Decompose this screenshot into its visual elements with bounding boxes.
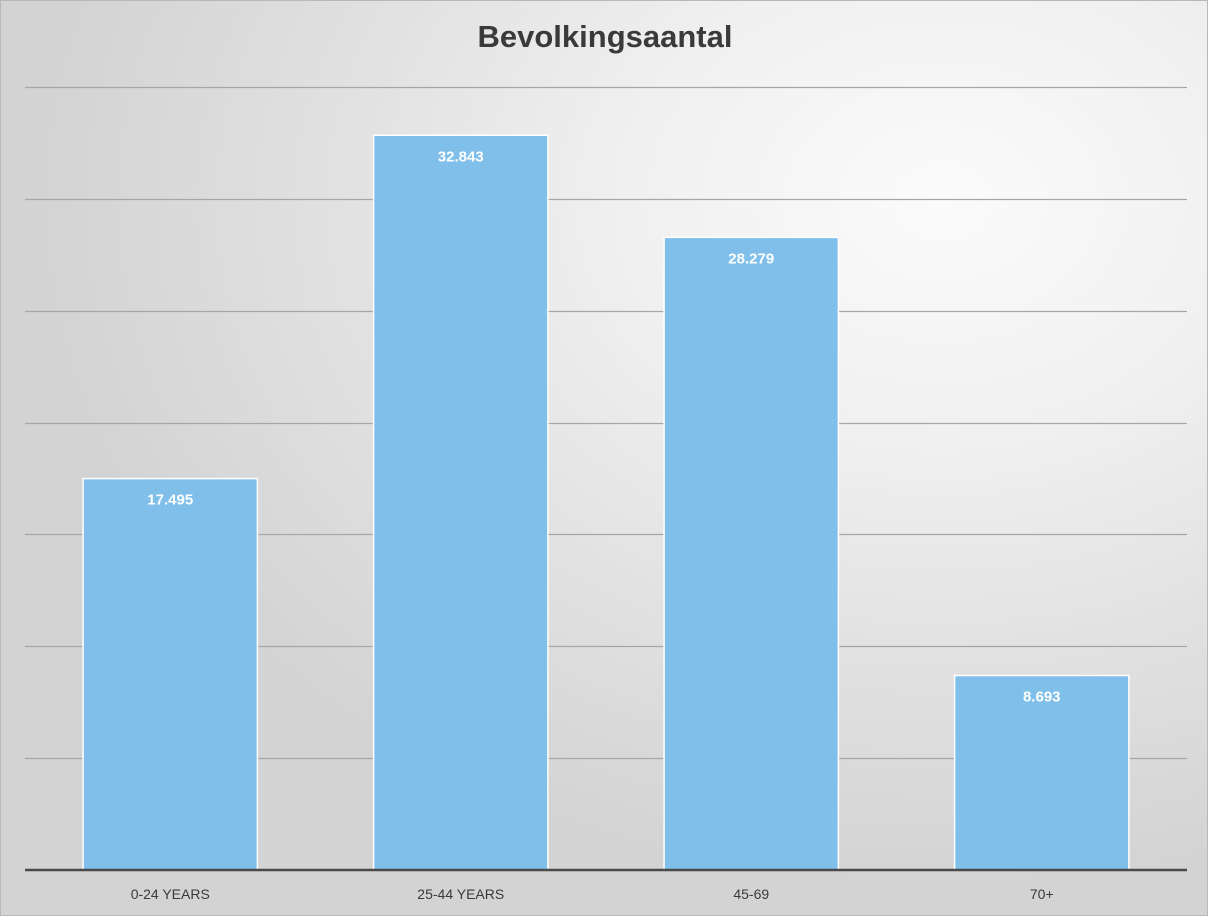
bar bbox=[82, 477, 259, 871]
bar-value-label: 28.279 bbox=[728, 250, 774, 267]
bar bbox=[372, 134, 549, 871]
x-tick-label: 45-69 bbox=[733, 886, 769, 902]
bar-value-label: 17.495 bbox=[147, 492, 193, 509]
bar bbox=[663, 236, 840, 871]
bar-value-label: 32.843 bbox=[438, 148, 484, 165]
bar bbox=[953, 674, 1130, 871]
chart-title: Bevolkingsaantal bbox=[477, 19, 733, 54]
x-axis: 0-24 YEARS 25-44 YEARS 45-69 70+ bbox=[25, 868, 1187, 902]
bars: 17.495 32.843 28.279 8.693 bbox=[82, 134, 1130, 871]
x-tick-label: 0-24 YEARS bbox=[131, 886, 210, 902]
bar-value-label: 8.693 bbox=[1023, 689, 1061, 706]
x-tick-label: 25-44 YEARS bbox=[417, 886, 504, 902]
x-tick-label: 70+ bbox=[1030, 886, 1054, 902]
